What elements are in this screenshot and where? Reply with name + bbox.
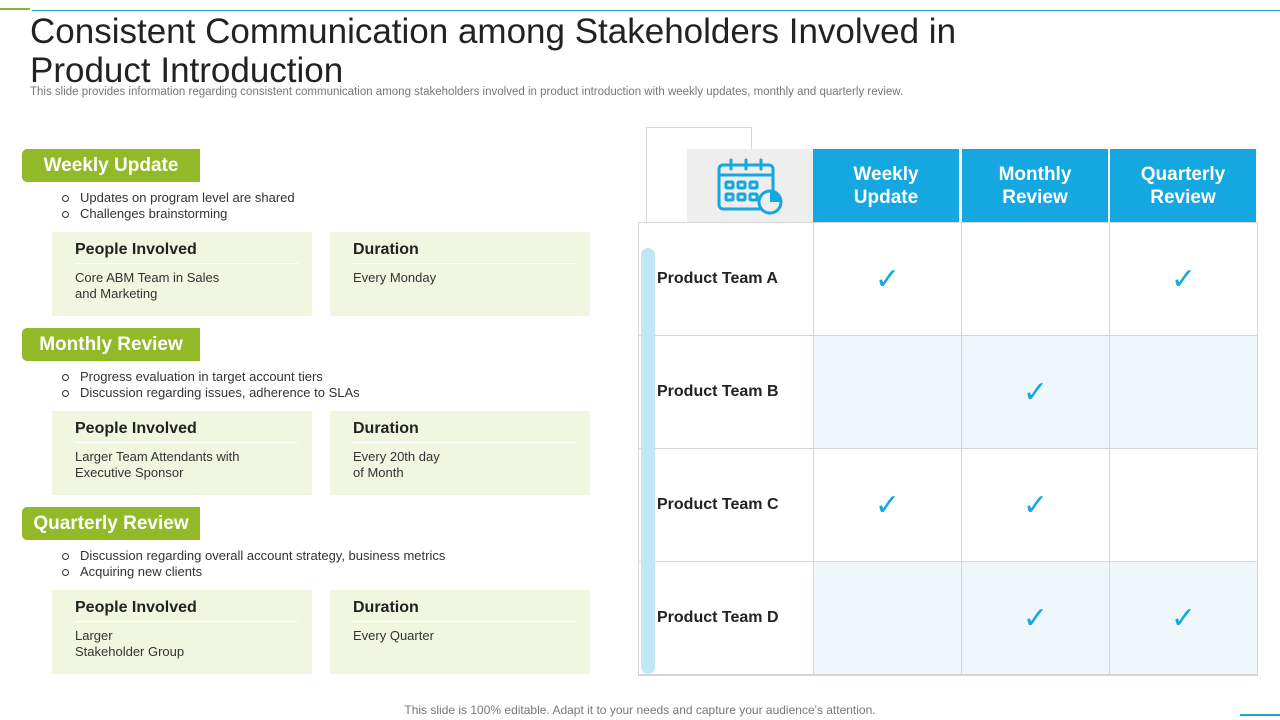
people-involved-heading: People Involved bbox=[75, 599, 298, 622]
check-cell-b-monthly: ✓ bbox=[962, 336, 1110, 449]
check-cell-a-quarterly: ✓ bbox=[1110, 223, 1258, 336]
duration-value: Every Monday bbox=[353, 270, 437, 285]
row-label-team-a: Product Team A bbox=[657, 270, 778, 287]
empty-cell-c-quarterly bbox=[1110, 449, 1258, 562]
bottom-accent-line bbox=[1240, 714, 1280, 716]
quarterly-review-bullets: Discussion regarding overall account str… bbox=[62, 548, 445, 580]
slide-footer: This slide is 100% editable. Adapt it to… bbox=[404, 703, 876, 717]
quarterly-duration-box: Duration Every Quarter bbox=[330, 590, 590, 674]
check-cell-c-weekly: ✓ bbox=[814, 449, 962, 562]
table-row bbox=[639, 562, 814, 675]
weekly-update-bullets: Updates on program level are shared Chal… bbox=[62, 190, 295, 222]
duration-heading: Duration bbox=[353, 599, 576, 622]
weekly-update-tag: Weekly Update bbox=[22, 149, 200, 182]
list-item: Discussion regarding overall account str… bbox=[62, 548, 445, 564]
check-icon: ✓ bbox=[1022, 375, 1049, 409]
column-header-weekly-update: Weekly Update bbox=[813, 149, 959, 223]
row-side-bar bbox=[641, 248, 655, 674]
duration-heading: Duration bbox=[353, 420, 576, 443]
list-item: Challenges brainstorming bbox=[62, 206, 295, 222]
slide-subtitle: This slide provides information regardin… bbox=[30, 86, 904, 98]
monthly-review-tag: Monthly Review bbox=[22, 328, 200, 361]
duration-heading: Duration bbox=[353, 241, 576, 264]
check-cell-c-monthly: ✓ bbox=[962, 449, 1110, 562]
top-accent-line bbox=[0, 8, 30, 10]
list-item: Progress evaluation in target account ti… bbox=[62, 369, 360, 385]
people-involved-value: Larger Team Attendants with Executive Sp… bbox=[75, 449, 240, 480]
list-item: Discussion regarding issues, adherence t… bbox=[62, 385, 360, 401]
row-label-team-b: Product Team B bbox=[657, 383, 779, 400]
empty-cell-b-quarterly bbox=[1110, 336, 1258, 449]
people-involved-value: Larger Stakeholder Group bbox=[75, 628, 185, 659]
empty-cell-b-weekly bbox=[814, 336, 962, 449]
table-row bbox=[639, 336, 814, 449]
calendar-icon bbox=[717, 158, 783, 215]
check-cell-a-weekly: ✓ bbox=[814, 223, 962, 336]
check-icon: ✓ bbox=[874, 262, 901, 296]
check-icon: ✓ bbox=[1022, 488, 1049, 522]
weekly-people-box: People Involved Core ABM Team in Sales a… bbox=[52, 232, 312, 316]
empty-cell-d-weekly bbox=[814, 562, 962, 675]
quarterly-review-tag: Quarterly Review bbox=[22, 507, 200, 540]
check-cell-d-quarterly: ✓ bbox=[1110, 562, 1258, 675]
monthly-duration-box: Duration Every 20th day of Month bbox=[330, 411, 590, 495]
monthly-review-bullets: Progress evaluation in target account ti… bbox=[62, 369, 360, 401]
people-involved-heading: People Involved bbox=[75, 241, 298, 264]
row-label-team-c: Product Team C bbox=[657, 496, 779, 513]
duration-value: Every Quarter bbox=[353, 628, 434, 643]
people-involved-value: Core ABM Team in Sales and Marketing bbox=[75, 270, 220, 301]
column-header-quarterly-review: Quarterly Review bbox=[1110, 149, 1256, 223]
list-item: Updates on program level are shared bbox=[62, 190, 295, 206]
weekly-duration-box: Duration Every Monday bbox=[330, 232, 590, 316]
duration-value: Every 20th day of Month bbox=[353, 449, 440, 480]
table-row bbox=[639, 449, 814, 562]
calendar-icon-cell bbox=[687, 149, 813, 223]
check-icon: ✓ bbox=[874, 488, 901, 522]
check-icon: ✓ bbox=[1170, 601, 1197, 635]
check-cell-d-monthly: ✓ bbox=[962, 562, 1110, 675]
check-icon: ✓ bbox=[1022, 601, 1049, 635]
column-header-monthly-review: Monthly Review bbox=[962, 149, 1108, 223]
empty-cell-a-monthly bbox=[962, 223, 1110, 336]
list-item: Acquiring new clients bbox=[62, 564, 445, 580]
monthly-people-box: People Involved Larger Team Attendants w… bbox=[52, 411, 312, 495]
check-icon: ✓ bbox=[1170, 262, 1197, 296]
slide-title: Consistent Communication among Stakehold… bbox=[30, 12, 957, 90]
table-row bbox=[639, 223, 814, 336]
people-involved-heading: People Involved bbox=[75, 420, 298, 443]
row-label-team-d: Product Team D bbox=[657, 609, 779, 626]
top-divider bbox=[32, 10, 1280, 11]
quarterly-people-box: People Involved Larger Stakeholder Group bbox=[52, 590, 312, 674]
